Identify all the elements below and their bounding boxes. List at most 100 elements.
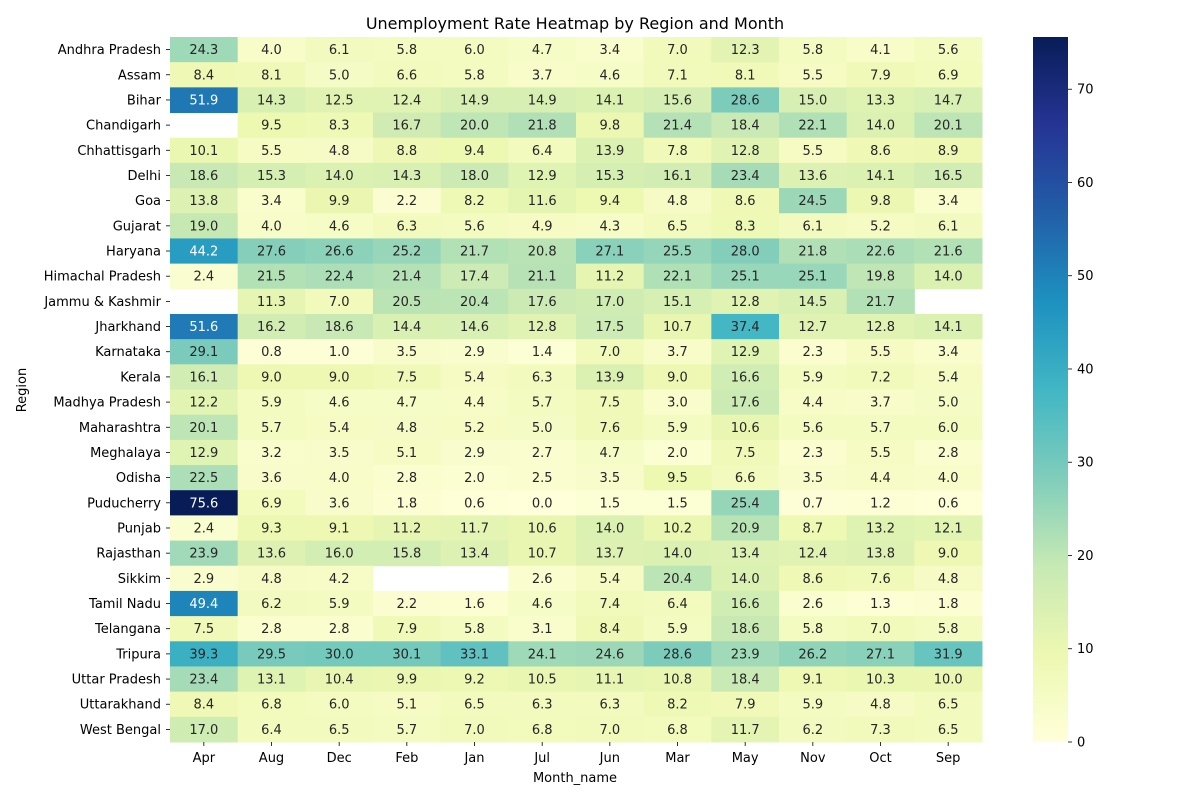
heatmap-cell (846, 364, 915, 390)
cell-value-label: 8.1 (261, 68, 282, 83)
heatmap-cell (576, 641, 645, 667)
heatmap-cell (305, 238, 374, 265)
cell-value-label: 2.4 (193, 270, 214, 285)
cell-value-label: 7.0 (464, 723, 485, 738)
y-axis-label: Region (15, 368, 30, 413)
heatmap-cell (576, 540, 645, 567)
cell-value-label: 18.4 (731, 673, 760, 688)
heatmap-cell (508, 439, 577, 466)
cell-value-label: 5.5 (261, 144, 282, 159)
cell-value-label: 5.5 (870, 446, 891, 461)
heatmap-cell (305, 364, 374, 390)
cell-value-label: 5.7 (261, 421, 282, 436)
cell-value-label: 5.8 (802, 43, 823, 58)
cell-value-label: 16.6 (731, 597, 760, 612)
cell-value-label: 5.0 (938, 396, 959, 411)
heatmap-cell (779, 62, 848, 88)
cell-value-label: 14.0 (595, 521, 624, 536)
heatmap-cell (440, 490, 509, 516)
cell-value-label: 2.8 (329, 622, 350, 637)
heatmap-cell (779, 263, 848, 290)
heatmap-cell (576, 414, 645, 441)
heatmap-cell (576, 515, 645, 542)
heatmap-cell (440, 465, 509, 491)
heatmap-cell (846, 641, 915, 667)
heatmap-cell (846, 666, 915, 693)
cell-value-label: 21.4 (663, 119, 692, 134)
heatmap-cell (779, 87, 848, 114)
heatmap-cell (170, 716, 239, 743)
heatmap-cell (846, 112, 915, 139)
cell-value-label: 8.8 (396, 144, 417, 159)
cell-value-label: 22.4 (325, 270, 354, 285)
cell-value-label: 18.6 (731, 622, 760, 637)
cell-value-label: 6.0 (329, 698, 350, 713)
heatmap-cell (643, 263, 712, 290)
cell-value-label: 14.0 (866, 119, 895, 134)
cell-value-label: 5.0 (532, 421, 553, 436)
cell-value-label: 3.7 (870, 396, 891, 411)
heatmap-cell (305, 616, 374, 642)
y-tick-label: Gujarat (113, 219, 161, 234)
heatmap-cell (779, 188, 848, 214)
y-tick-label: Telangana (94, 622, 161, 637)
cell-value-label: 14.9 (528, 93, 557, 108)
heatmap-cell (373, 439, 442, 466)
cell-value-label: 14.0 (663, 547, 692, 562)
heatmap-cell (440, 87, 509, 114)
cell-value-label: 23.4 (189, 673, 218, 688)
cell-value-label: 6.3 (599, 698, 620, 713)
heatmap-cell (643, 666, 712, 693)
heatmap-cell (305, 389, 374, 416)
cell-value-label: 12.7 (798, 320, 827, 335)
heatmap-cell (170, 616, 239, 642)
heatmap-cell (846, 616, 915, 642)
heatmap-cell (711, 540, 780, 567)
cell-value-label: 4.8 (667, 194, 688, 209)
cell-value-label: 13.1 (257, 673, 286, 688)
heatmap-cell (305, 112, 374, 139)
colorbar-tick-label: 60 (1077, 176, 1094, 191)
cell-value-label: 2.7 (532, 446, 553, 461)
cell-value-label: 24.1 (528, 647, 557, 662)
cell-value-label: 9.5 (261, 119, 282, 134)
heatmap-cell (779, 364, 848, 390)
cell-value-label: 5.4 (938, 370, 959, 385)
heatmap-cell (373, 188, 442, 214)
heatmap-cell (440, 439, 509, 466)
cell-value-label: 0.0 (532, 496, 553, 511)
y-tick-label: Assam (118, 68, 161, 83)
heatmap-cell (237, 137, 306, 164)
cell-value-label: 4.6 (599, 68, 620, 83)
heatmap-cell (643, 465, 712, 491)
cell-value-label: 30.1 (392, 647, 421, 662)
cell-value-label: 2.8 (261, 622, 282, 637)
cell-value-label: 0.6 (464, 496, 485, 511)
heatmap-cell (914, 364, 983, 390)
cell-value-label: 37.4 (731, 320, 760, 335)
heatmap-cell (846, 37, 915, 63)
cell-value-label: 6.9 (261, 496, 282, 511)
cell-value-label: 14.0 (731, 572, 760, 587)
heatmap-cell (373, 465, 442, 491)
heatmap-cell (373, 37, 442, 63)
heatmap-cell (711, 616, 780, 642)
cell-value-label: 7.0 (599, 723, 620, 738)
cell-value-label: 2.0 (667, 446, 688, 461)
heatmap-cell (846, 691, 915, 718)
cell-value-label: 6.0 (938, 421, 959, 436)
cell-value-label: 28.0 (731, 245, 760, 260)
cell-value-label: 21.1 (528, 270, 557, 285)
cell-value-label: 3.7 (667, 345, 688, 360)
cell-value-label: 20.1 (189, 421, 218, 436)
cell-value-label: 51.6 (189, 320, 218, 335)
cell-value-label: 14.9 (460, 93, 489, 108)
heatmap-cell (440, 62, 509, 88)
cell-value-label: 12.9 (189, 446, 218, 461)
cell-value-label: 15.8 (392, 547, 421, 562)
y-tick-label: Jharkhand (94, 320, 161, 335)
heatmap-cell (440, 540, 509, 567)
heatmap-cell (305, 313, 374, 340)
cell-value-label: 3.7 (532, 68, 553, 83)
heatmap-cell (305, 288, 374, 315)
